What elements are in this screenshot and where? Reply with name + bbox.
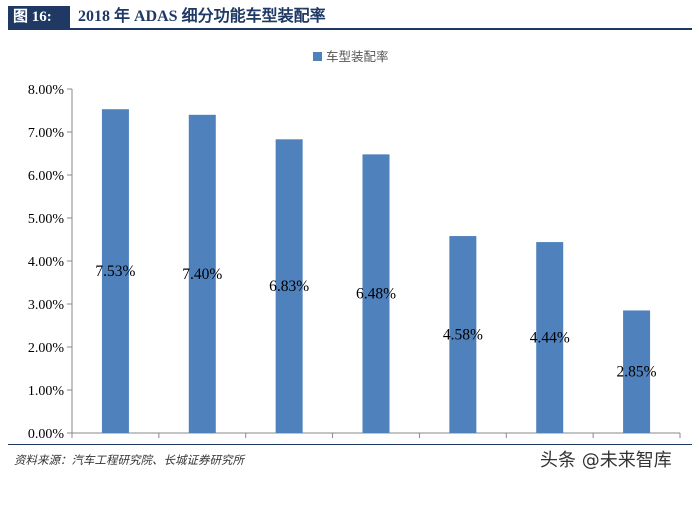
bar (275, 139, 303, 433)
bar (623, 310, 651, 433)
y-tick-label: 1.00% (28, 384, 65, 399)
data-label: 2.85% (617, 364, 657, 381)
y-tick-label: 5.00% (28, 212, 65, 227)
y-tick-label: 4.00% (28, 255, 65, 270)
data-label: 6.48% (356, 286, 396, 303)
watermark: 头条 @未来智库 (540, 450, 672, 471)
legend-label: 车型装配率 (326, 49, 389, 64)
y-tick-label: 6.00% (28, 169, 65, 184)
figure-header: 图 16: 2018 年 ADAS 细分功能车型装配率 (8, 6, 692, 30)
y-tick-label: 0.00% (28, 427, 65, 440)
data-label: 4.44% (530, 330, 570, 347)
figure-label: 图 16: (8, 6, 70, 28)
bar (362, 154, 390, 434)
data-label: 7.53% (95, 263, 135, 280)
bar (188, 114, 216, 434)
figure-title: 2018 年 ADAS 细分功能车型装配率 (78, 8, 326, 25)
bar (101, 109, 129, 434)
data-label: 6.83% (269, 278, 309, 295)
source-divider (8, 444, 692, 445)
y-tick-label: 8.00% (28, 83, 65, 98)
data-label: 7.40% (182, 266, 222, 283)
bar (449, 236, 477, 433)
bar-chart: 车型装配率 0.00% 1.00% 2.00% 3.00% 4.00% 5.00% 6.00%… (28, 49, 681, 440)
y-tick-label: 7.00% (28, 126, 65, 141)
legend-swatch (313, 52, 322, 61)
source-note: 资料来源：汽车工程研究院、长城证券研究所 (14, 453, 244, 467)
y-tick-label: 2.00% (28, 341, 65, 356)
bar (536, 242, 564, 433)
y-tick-label: 3.00% (28, 298, 65, 313)
data-label: 4.58% (443, 327, 483, 344)
